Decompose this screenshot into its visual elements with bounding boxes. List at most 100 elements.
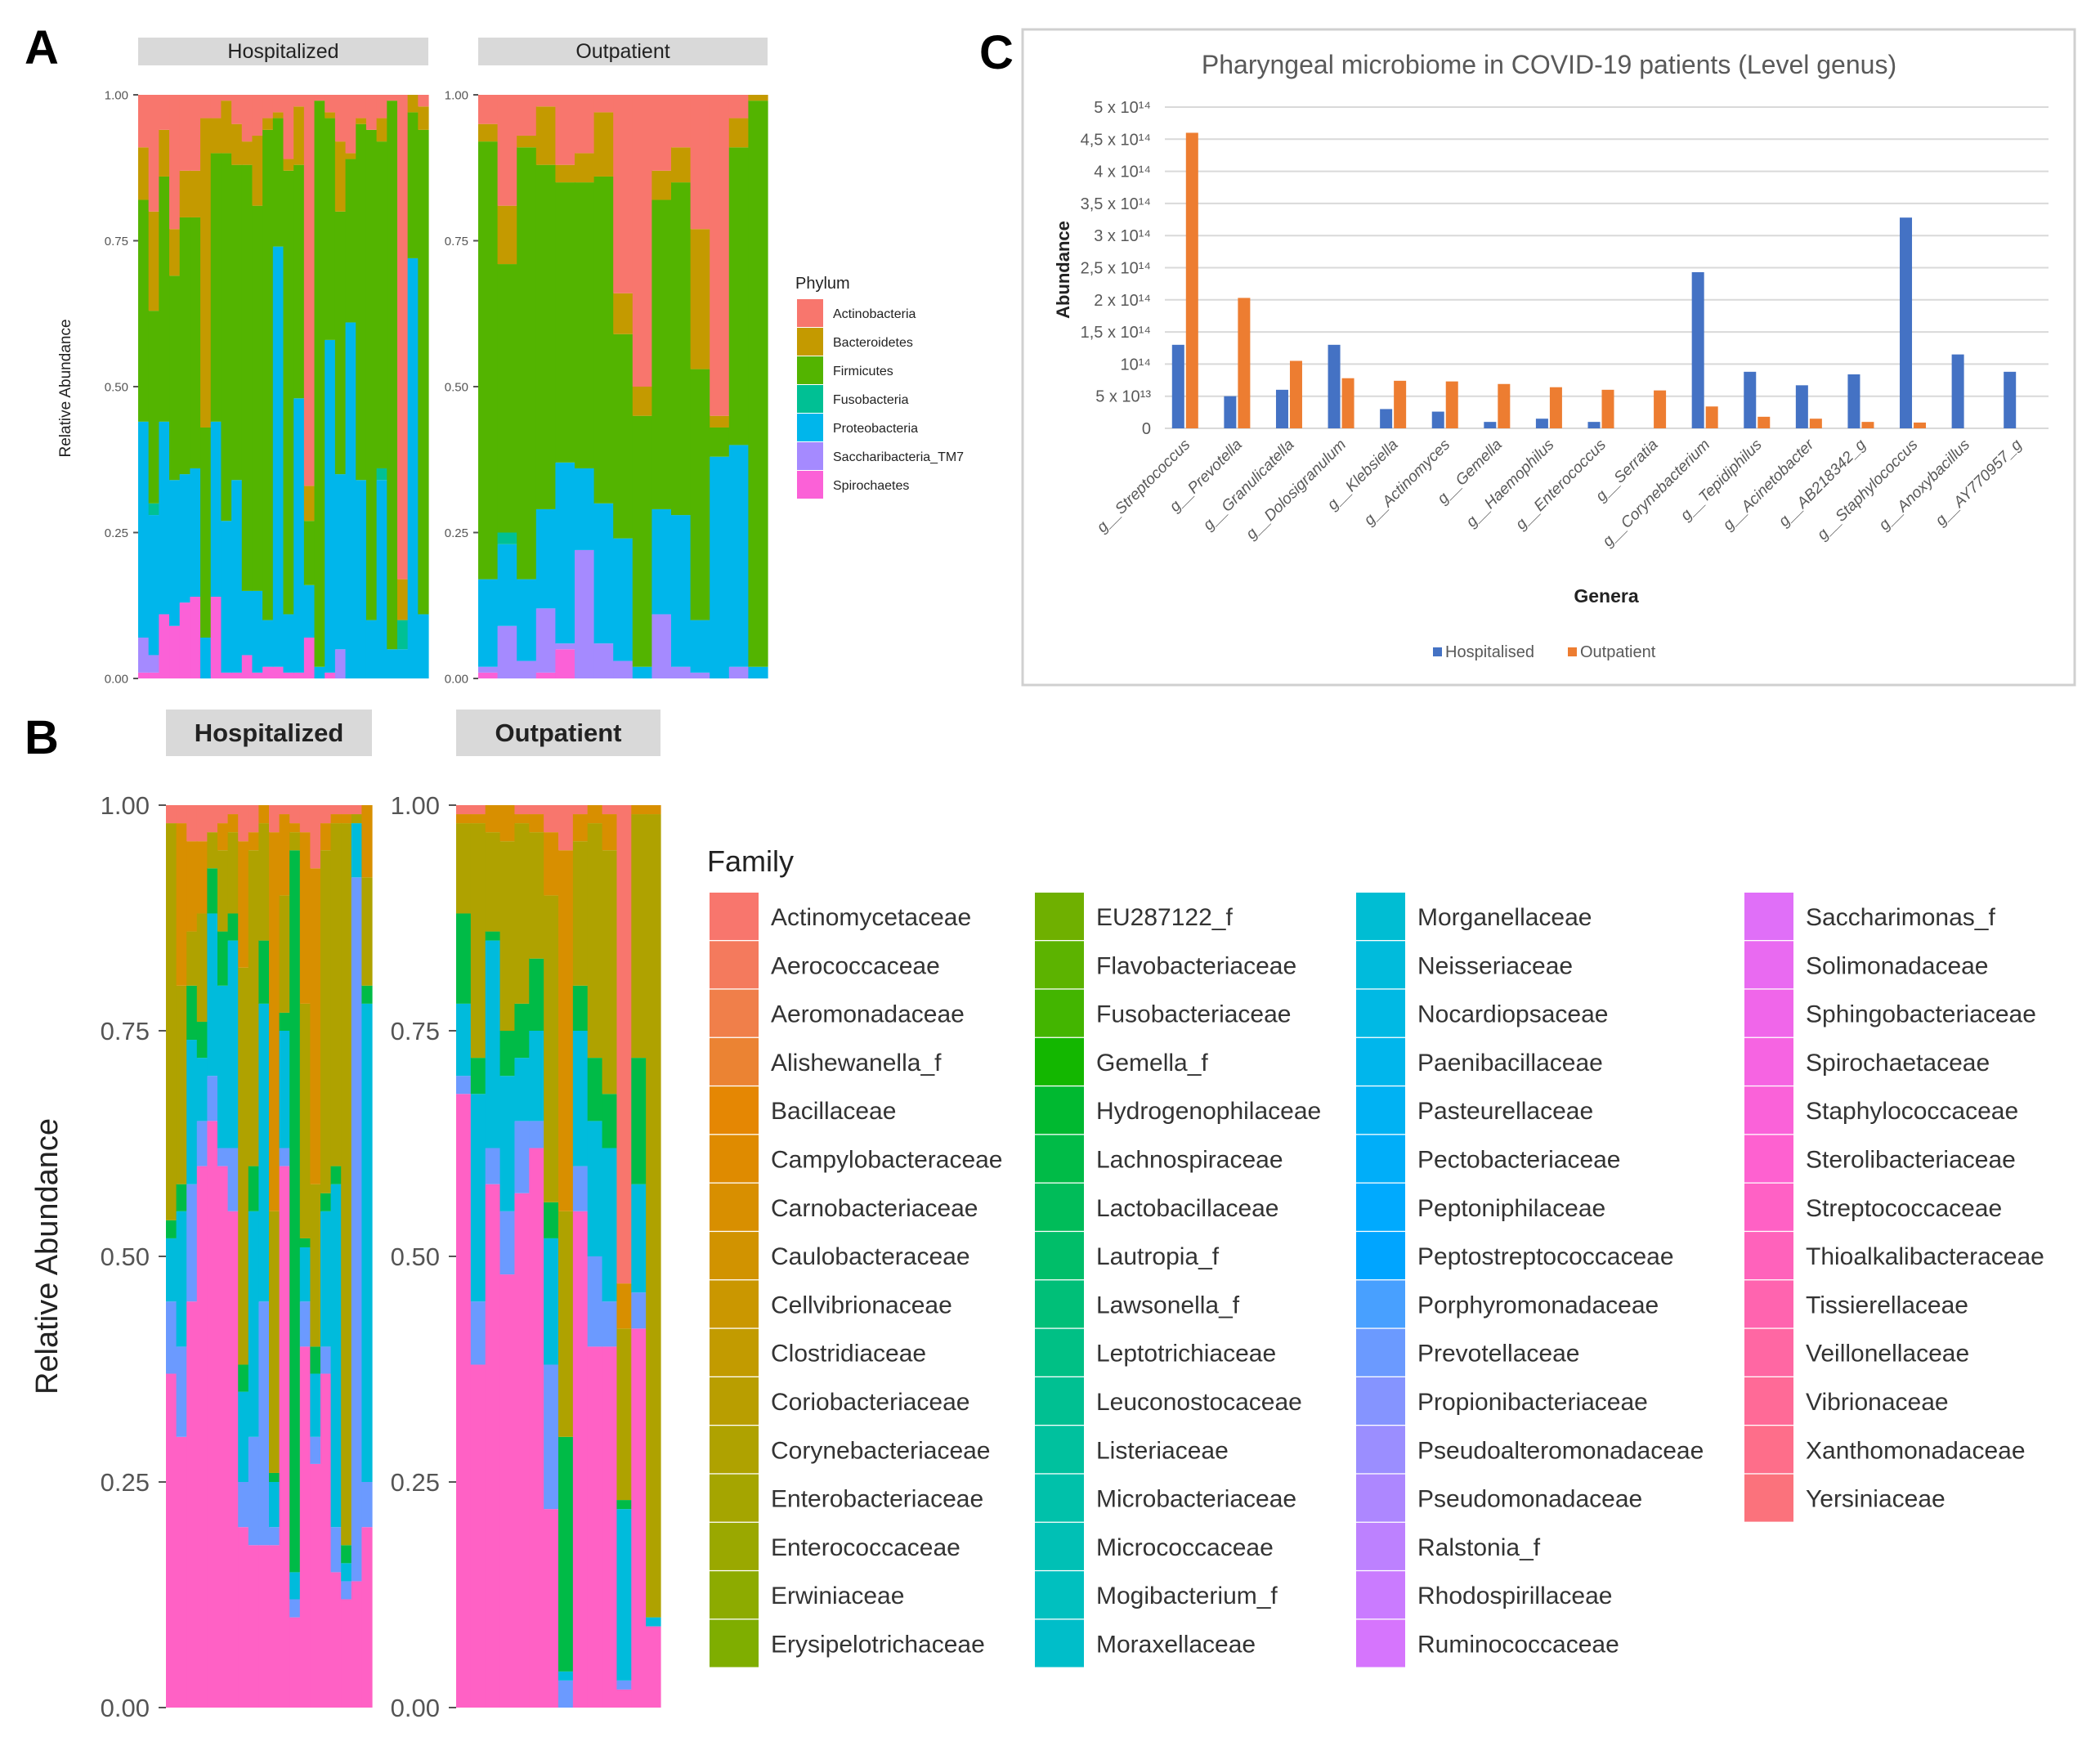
bar-segment-corynebacteriaceae <box>166 823 177 1220</box>
bar-segment-streptococcaceae <box>330 1572 342 1708</box>
bar-segment-prevotellaceae <box>602 1301 618 1347</box>
stacked-bar <box>558 805 574 1708</box>
bar-segment-firmicutes <box>535 164 556 509</box>
stacked-bar <box>148 95 159 678</box>
legend-swatch <box>1035 941 1084 989</box>
bar-segment-actinomycetaceae <box>299 805 311 833</box>
bar-segment-bacteroidetes <box>396 579 409 620</box>
legend-label: Thioalkalibacteraceae <box>1806 1243 2044 1270</box>
bar-segment-actinomycetaceae <box>196 805 208 842</box>
legend-swatch <box>1744 1474 1793 1522</box>
stacked-bar <box>651 95 672 678</box>
bar-segment-proteobacteria <box>356 480 367 678</box>
bar-outpatient <box>1341 378 1354 428</box>
bar-segment-prevotellaceae <box>310 1436 321 1464</box>
bar-segment-proteobacteria <box>535 508 556 609</box>
facet-strip-hospitalized <box>166 710 372 756</box>
legend-item: Actinomycetaceae <box>710 893 971 940</box>
stacked-bar <box>293 95 305 678</box>
bar-segment-actinobacteria <box>231 95 243 124</box>
y-tick-label: 0.75 <box>105 235 128 248</box>
legend-item: Bacteroidetes <box>797 328 913 356</box>
bar-segment-bacteroidetes <box>690 229 710 369</box>
bar-segment-proteobacteria <box>497 544 517 626</box>
bar-segment-corynebacteriaceae <box>587 823 603 1059</box>
legend-item: Yersiniaceae <box>1744 1474 1946 1522</box>
stacked-bar <box>646 805 661 1708</box>
bar-segment-firmicutes <box>613 334 634 539</box>
facet-label: Hospitalized <box>227 40 338 63</box>
y-tick-label: 1.00 <box>445 88 468 102</box>
bar-segment-actinobacteria <box>252 95 263 136</box>
legend-item: Pectobacteriaceae <box>1356 1135 1621 1183</box>
legend-label: Lachnospiraceae <box>1096 1147 1283 1174</box>
legend-item: Sphingobacteriaceae <box>1744 989 2036 1037</box>
legend-item: Neisseriaceae <box>1356 941 1573 989</box>
bar-segment-actinobacteria <box>272 95 284 113</box>
legend-item: Fusobacteria <box>797 385 909 413</box>
bar-segment-actinobacteria <box>728 95 749 119</box>
bar-segment-neisseriaceae <box>217 985 229 1148</box>
bar-segment-lachnospiraceae <box>499 1031 516 1077</box>
bar-segment-bacteroidetes <box>169 229 181 276</box>
bar-segment-firmicutes <box>632 415 652 667</box>
bar-segment-spirochaetes <box>293 672 305 678</box>
y-axis-label: Abundance <box>1053 221 1073 319</box>
legend-item: Enterobacteriaceae <box>710 1474 983 1522</box>
bar-segment-bacteroidetes <box>651 170 672 200</box>
bar-segment-proteobacteria <box>210 421 222 598</box>
stacked-bar <box>478 95 499 678</box>
bar-segment-carnobacteriaceae <box>320 823 332 851</box>
bar-segment-fusobacteria <box>396 620 409 650</box>
legend-item: Saccharimonas_f <box>1744 893 1995 940</box>
bar-segment-prevotellaceae <box>351 877 362 1582</box>
y-tick-label: 2,5 x 10¹⁴ <box>1081 260 1151 278</box>
legend-item: Spirochaetaceae <box>1744 1037 1990 1086</box>
bar-segment-firmicutes <box>387 101 398 650</box>
bar-segment-actinobacteria <box>376 95 387 119</box>
y-tick-label: 0.50 <box>105 380 128 394</box>
legend-label: Staphylococcaceae <box>1806 1098 2018 1125</box>
legend-swatch <box>1035 989 1084 1037</box>
bar-segment-corynebacteriaceae <box>196 913 208 1022</box>
legend-item: Saccharibacteria_TM7 <box>797 442 964 470</box>
bar-segment-corynebacteriaceae <box>602 850 618 1095</box>
bar-segment-firmicutes <box>593 176 614 504</box>
bar-segment-actinobacteria <box>345 95 356 154</box>
bar-segment-neisseriaceae <box>330 1184 342 1528</box>
bar-segment-prevotellaceae <box>186 1184 198 1302</box>
bar-segment-lachnospiraceae <box>361 985 373 1004</box>
bar-segment-actinobacteria <box>200 95 212 119</box>
legend-swatch <box>797 414 823 441</box>
legend-label: Streptococcaceae <box>1806 1195 2002 1222</box>
bar-segment-actinobacteria <box>632 95 652 387</box>
bar-outpatient <box>1705 406 1718 428</box>
bar-segment-lachnospiraceae <box>166 1220 177 1238</box>
bar-segment-neisseriaceae <box>279 1031 290 1148</box>
legend-swatch <box>1356 1328 1405 1377</box>
panel-label-a: A <box>25 21 59 74</box>
stacked-bar <box>497 95 517 678</box>
stacked-bar <box>207 805 218 1708</box>
bar-segment-neisseriaceae <box>514 1058 530 1121</box>
legend-item: Microbacteriaceae <box>1035 1474 1296 1522</box>
bar-segment-actinomycetaceae <box>289 805 301 824</box>
legend-swatch <box>1035 1426 1084 1474</box>
bar-segment-proteobacteria <box>345 322 356 678</box>
facet-label: Hospitalized <box>195 719 344 747</box>
bar-segment-proteobacteria <box>748 666 768 678</box>
bar-segment-actinobacteria <box>575 95 595 154</box>
legend-label: Cellvibrionaceae <box>771 1292 952 1318</box>
bar-segment-bacteroidetes <box>252 135 263 206</box>
bar-outpatient <box>1861 422 1874 428</box>
y-axis-label: Relative Abundance <box>30 1118 65 1395</box>
legend-item: Moraxellaceae <box>1035 1619 1256 1668</box>
legend-swatch <box>1356 1522 1405 1570</box>
bar-segment-firmicutes <box>334 211 347 475</box>
bar-segment-firmicutes <box>283 170 294 615</box>
bar-segment-spirochaetes <box>241 655 253 678</box>
legend-label: Outpatient <box>1580 643 1656 661</box>
bar-segment-corynebacteriaceae <box>514 823 530 1004</box>
bar-segment-carnobacteriaceae <box>616 1283 632 1329</box>
